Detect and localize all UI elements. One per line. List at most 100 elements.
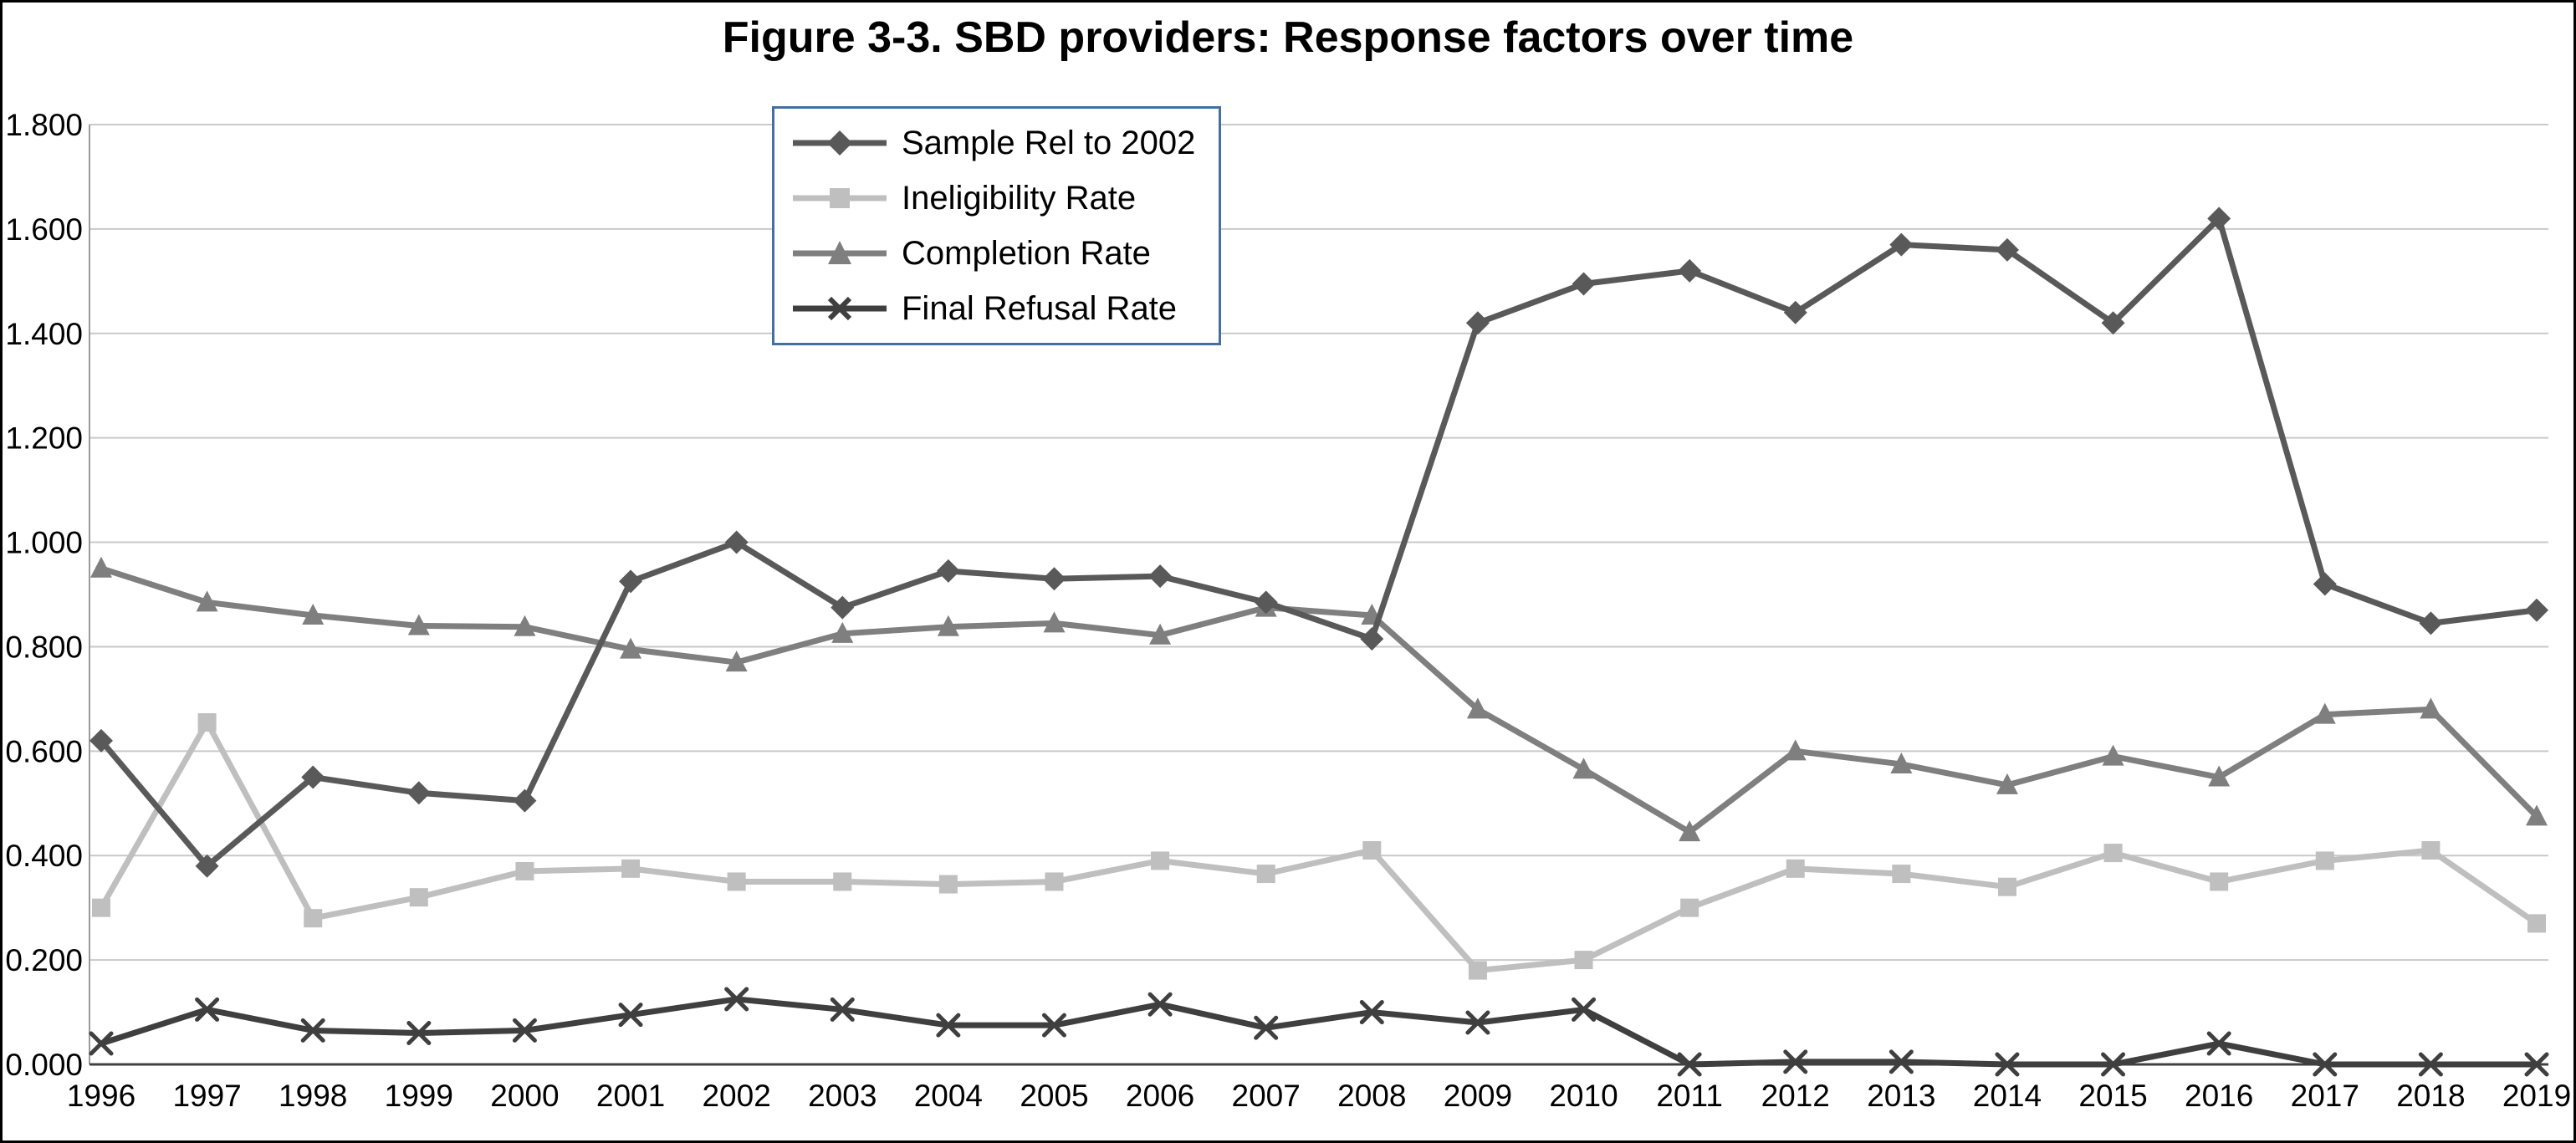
- diamond-marker-icon: [2207, 207, 2231, 231]
- plot-area: 0.000 0.200 0.400 0.600 0.800 1.000 1.200 1.400…: [5, 108, 2571, 1113]
- x-tick-label: 2000: [490, 1079, 559, 1113]
- x-tick-label: 2001: [596, 1079, 665, 1113]
- y-tick-label: 0.800: [5, 630, 83, 664]
- diamond-marker-icon: [1042, 567, 1066, 591]
- x-marker-icon: [406, 1021, 432, 1046]
- x-marker-icon: [1041, 1013, 1066, 1038]
- chart-legend: Sample Rel to 2002 Ineligibility Rate Co…: [772, 106, 1222, 345]
- triangle-marker-icon: [620, 637, 642, 659]
- triangle-marker-icon: [725, 651, 748, 672]
- x-marker-icon: [1889, 1049, 1914, 1074]
- x-marker-icon: [1465, 1010, 1490, 1035]
- legend-label: Final Refusal Rate: [902, 289, 1178, 327]
- x-marker-icon: [827, 296, 852, 321]
- legend-sample-line: [793, 130, 887, 156]
- triangle-marker-icon: [1679, 820, 1701, 842]
- diamond-marker-icon: [301, 765, 325, 789]
- y-tick-label: 1.400: [5, 317, 83, 351]
- x-marker-icon: [2206, 1031, 2231, 1056]
- square-marker-icon: [833, 872, 852, 891]
- square-marker-icon: [1362, 840, 1382, 860]
- x-marker-icon: [1359, 1000, 1384, 1025]
- x-tick-label: 2010: [1549, 1079, 1618, 1113]
- x-marker-icon: [1254, 1015, 1279, 1040]
- diamond-marker-icon: [406, 781, 431, 805]
- square-marker-icon: [1680, 898, 1699, 917]
- diamond-marker-icon: [1995, 237, 2019, 262]
- triangle-marker-icon: [1466, 697, 1489, 719]
- triangle-marker-icon: [828, 241, 851, 264]
- diamond-marker-icon: [2313, 572, 2337, 596]
- legend-sample-line: [793, 188, 887, 208]
- triangle-marker-icon: [1890, 752, 1913, 773]
- y-tick-label: 0.200: [5, 943, 83, 977]
- legend-label: Ineligibility Rate: [902, 179, 1137, 217]
- diamond-marker-icon: [831, 595, 855, 620]
- diamond-marker-icon: [1678, 258, 1702, 283]
- legend-item-sample-rel: Sample Rel to 2002: [788, 115, 1195, 171]
- triangle-marker-icon: [196, 590, 218, 612]
- x-marker-icon: [1147, 992, 1173, 1017]
- y-tick-label: 1.800: [5, 108, 83, 142]
- x-tick-label: 2007: [1232, 1079, 1301, 1113]
- x-tick-label: 2009: [1444, 1079, 1512, 1113]
- square-marker-icon: [1574, 951, 1593, 970]
- square-marker-icon: [197, 712, 217, 732]
- diamond-marker-icon: [89, 728, 113, 753]
- diamond-marker-icon: [1465, 311, 1490, 335]
- x-tick-label: 1996: [67, 1079, 135, 1113]
- diamond-marker-icon: [1148, 564, 1173, 589]
- x-marker-icon: [724, 987, 749, 1012]
- triangle-marker-icon: [1572, 758, 1595, 779]
- x-tick-label: 2011: [1656, 1079, 1723, 1113]
- triangle-marker-icon: [2526, 804, 2548, 826]
- x-marker-icon: [2313, 1052, 2338, 1077]
- x-marker-icon: [936, 1013, 961, 1038]
- x-tick-label: 2017: [2291, 1079, 2359, 1113]
- triangle-marker-icon: [1784, 739, 1807, 761]
- x-tick-label: 2015: [2078, 1079, 2147, 1113]
- diamond-marker-icon: [1572, 272, 1596, 296]
- x-marker-icon: [2524, 1052, 2549, 1077]
- x-tick-label: 1999: [385, 1079, 453, 1113]
- x-marker-icon: [1572, 997, 1597, 1022]
- square-marker-icon: [409, 888, 428, 907]
- x-tick-label: 2013: [1867, 1079, 1935, 1113]
- x-marker-icon: [1783, 1049, 1808, 1074]
- x-tick-label: 2014: [1973, 1079, 2042, 1113]
- triangle-marker-icon: [2420, 697, 2442, 719]
- x-marker-icon: [830, 997, 855, 1022]
- x-tick-label: 1998: [279, 1079, 347, 1113]
- triangle-marker-icon: [2102, 744, 2124, 766]
- diamond-marker-icon: [827, 130, 852, 156]
- square-marker-icon: [2103, 844, 2123, 863]
- triangle-marker-icon: [302, 603, 325, 625]
- diamond-marker-icon: [1889, 232, 1914, 257]
- triangle-marker-icon: [2313, 702, 2336, 724]
- diamond-marker-icon: [2101, 311, 2125, 335]
- x-marker-icon: [512, 1018, 537, 1043]
- diamond-marker-icon: [724, 530, 749, 554]
- diamond-marker-icon: [2419, 611, 2443, 635]
- x-tick-label: 2006: [1126, 1079, 1194, 1113]
- series-line-1: [98, 719, 2540, 974]
- square-marker-icon: [2527, 914, 2546, 933]
- y-tick-label: 1.000: [5, 526, 83, 560]
- y-tick-label: 0.600: [5, 734, 83, 768]
- legend-item-ineligibility: Ineligibility Rate: [788, 171, 1195, 226]
- square-marker-icon: [2421, 840, 2441, 860]
- diamond-marker-icon: [513, 788, 537, 813]
- diamond-marker-icon: [936, 559, 960, 583]
- triangle-marker-icon: [1043, 611, 1066, 633]
- square-marker-icon: [1256, 865, 1275, 884]
- square-marker-icon: [1468, 961, 1487, 980]
- x-tick-label: 1997: [172, 1079, 241, 1113]
- y-tick-label: 0.400: [5, 839, 83, 873]
- triangle-marker-icon: [937, 615, 959, 636]
- square-marker-icon: [2315, 851, 2334, 870]
- series-line-0: [98, 215, 2540, 870]
- x-tick-label: 2019: [2502, 1079, 2571, 1113]
- x-marker-icon: [195, 997, 220, 1022]
- legend-sample-line: [793, 241, 887, 264]
- square-marker-icon: [2210, 872, 2229, 891]
